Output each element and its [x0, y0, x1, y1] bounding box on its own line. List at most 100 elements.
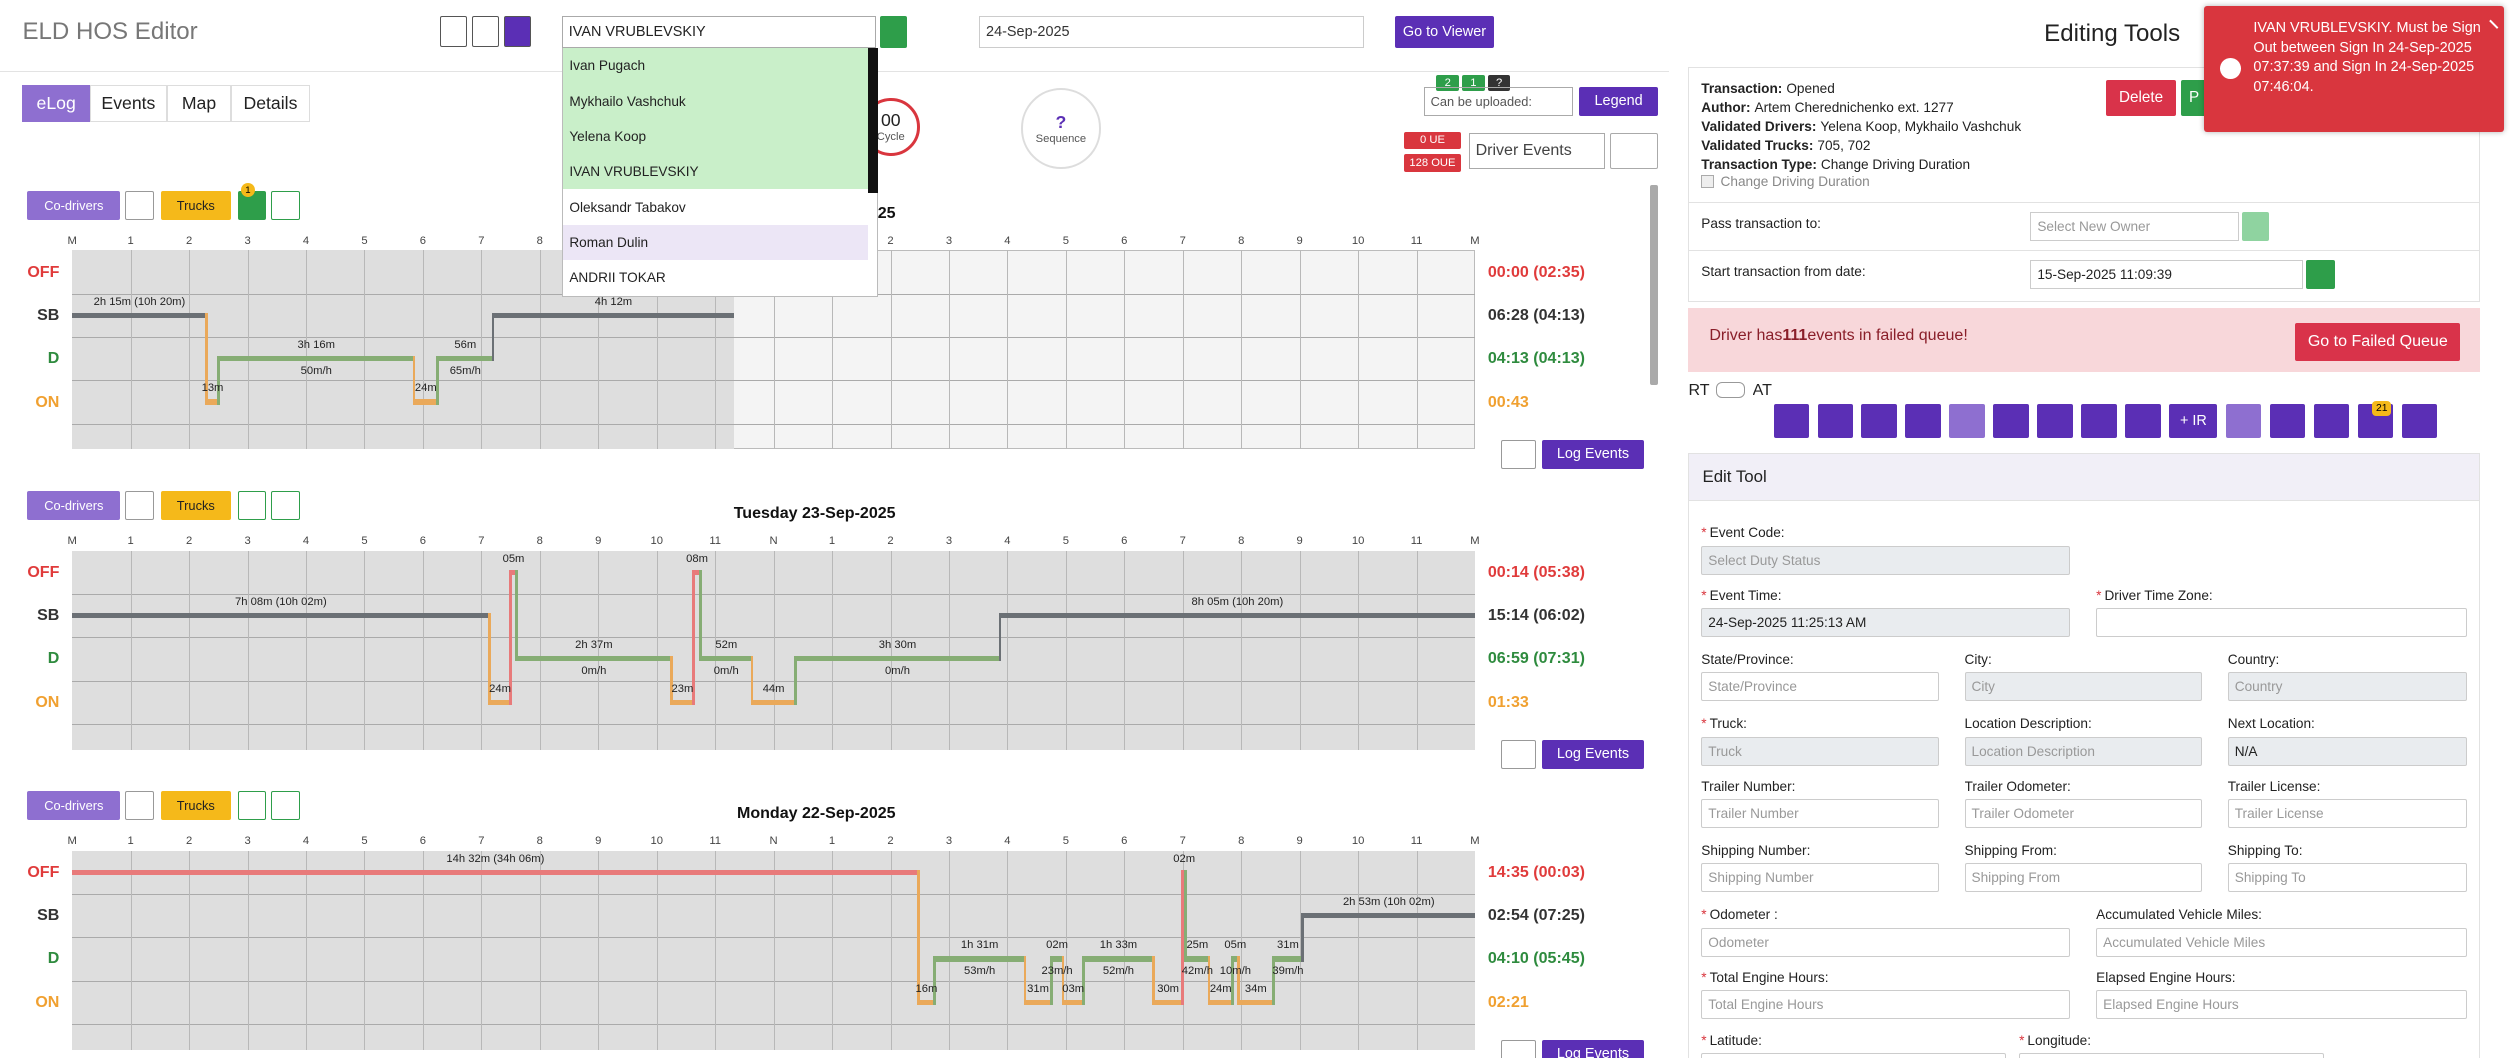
- tool-button[interactable]: [2314, 404, 2350, 439]
- truck-icon-button[interactable]: [125, 491, 155, 520]
- field-input[interactable]: [2096, 608, 2467, 638]
- field-input[interactable]: Trailer Number: [1701, 799, 1939, 829]
- pass-select[interactable]: Select New Owner: [2030, 211, 2239, 241]
- unit-icon-button[interactable]: [237, 791, 267, 821]
- alert-text: events in failed queue!: [1807, 325, 1968, 344]
- upload-select[interactable]: Can be uploaded:: [1423, 86, 1573, 116]
- grid-hour-line: [481, 550, 483, 750]
- field-input[interactable]: Total Engine Hours: [1701, 990, 2071, 1020]
- start-input[interactable]: 15-Sep-2025 11:09:39: [2030, 260, 2304, 289]
- grid-row-line: [72, 893, 1475, 895]
- log-events-button[interactable]: Log Events: [1542, 739, 1644, 769]
- refresh-button[interactable]: [271, 791, 301, 821]
- field-input[interactable]: Accumulated Vehicle Miles: [2096, 927, 2467, 957]
- field-input[interactable]: City: [1964, 672, 2203, 702]
- transaction-value: Change Driving Duration: [1820, 156, 1971, 172]
- driver-option[interactable]: IVAN VRUBLEVSKIY: [563, 154, 869, 190]
- trucks-button[interactable]: Trucks: [160, 190, 232, 220]
- field-input[interactable]: Shipping To: [2227, 863, 2467, 893]
- go-to-viewer-button[interactable]: Go to Viewer: [1394, 16, 1495, 49]
- trucks-button[interactable]: Trucks: [160, 491, 232, 520]
- field-input[interactable]: Country: [2227, 672, 2467, 702]
- field-input[interactable]: Trailer Odometer: [1964, 799, 2203, 829]
- tool-button[interactable]: + IR: [2169, 404, 2218, 439]
- field-input[interactable]: State/Province: [1701, 672, 1939, 702]
- header-icon-button[interactable]: [471, 16, 500, 47]
- truck-icon-button[interactable]: [125, 791, 155, 821]
- comment-button[interactable]: [1500, 739, 1536, 769]
- tab[interactable]: eLog: [22, 85, 90, 122]
- comment-button[interactable]: [1500, 1040, 1536, 1058]
- header-icon-button[interactable]: [439, 16, 468, 47]
- settings-button[interactable]: [1609, 133, 1658, 169]
- co-drivers-button[interactable]: Co-drivers: [27, 190, 121, 220]
- delete-button[interactable]: Delete: [2105, 80, 2177, 116]
- tool-button[interactable]: [2226, 404, 2262, 439]
- pass-label: Pass transaction to:: [1701, 215, 1821, 231]
- tab[interactable]: Events: [89, 85, 167, 122]
- duty-segment: [1051, 956, 1063, 962]
- refresh-button[interactable]: [271, 491, 301, 520]
- field-input[interactable]: Location Description: [1964, 736, 2203, 766]
- driver-option[interactable]: Ivan Pugach: [563, 48, 869, 84]
- tool-button[interactable]: [1949, 404, 1985, 439]
- field-input[interactable]: Odometer: [1701, 927, 2071, 957]
- tool-button[interactable]: [2081, 404, 2117, 439]
- unit-badge: 1: [240, 182, 256, 198]
- toggle-switch[interactable]: [1715, 381, 1745, 399]
- log-events-button[interactable]: Log Events: [1542, 1040, 1644, 1058]
- driver-events-select[interactable]: Driver Events: [1468, 133, 1605, 169]
- tool-button[interactable]: [2037, 404, 2073, 439]
- tool-button[interactable]: [2125, 404, 2161, 439]
- driver-option[interactable]: Mykhailo Vashchuk: [563, 83, 869, 119]
- field-input[interactable]: [2019, 1052, 2325, 1058]
- duty-row-label: OFF: [27, 262, 60, 281]
- field-input[interactable]: [1701, 1052, 2007, 1058]
- primary-button[interactable]: P: [2181, 80, 2207, 116]
- driver-option[interactable]: ANDRII TOKAR: [563, 260, 869, 296]
- field-input[interactable]: Shipping From: [1964, 863, 2203, 893]
- co-drivers-button[interactable]: Co-drivers: [27, 491, 121, 520]
- driver-select-button[interactable]: [879, 16, 907, 49]
- driver-option[interactable]: Yelena Koop: [563, 118, 869, 155]
- header-icon-button[interactable]: [503, 16, 532, 47]
- pass-confirm[interactable]: [2242, 211, 2270, 241]
- tab[interactable]: Details: [231, 85, 310, 122]
- unit-icon-button[interactable]: [237, 190, 267, 220]
- comment-button[interactable]: [1500, 439, 1536, 469]
- field-label-text: Location Description:: [1964, 716, 2092, 732]
- hour-label: 1: [127, 835, 134, 847]
- hour-label: 5: [1062, 835, 1069, 847]
- tool-button[interactable]: [1773, 404, 1809, 439]
- field-input[interactable]: Select Duty Status: [1701, 545, 2071, 575]
- segment-connector: [750, 656, 754, 705]
- tool-button[interactable]: [1817, 404, 1853, 439]
- tool-button[interactable]: [1905, 404, 1941, 439]
- failed-queue-button[interactable]: Go to Failed Queue: [2295, 322, 2461, 362]
- trucks-button[interactable]: Trucks: [160, 791, 232, 821]
- tool-button[interactable]: [1993, 404, 2029, 439]
- field-input[interactable]: 24-Sep-2025 11:25:13 AM: [1701, 608, 2071, 638]
- tool-button[interactable]: [2270, 404, 2306, 439]
- hour-label: 9: [1296, 534, 1303, 547]
- field-input[interactable]: Truck: [1701, 736, 1939, 766]
- field-input[interactable]: Elapsed Engine Hours: [2096, 990, 2467, 1020]
- field-input[interactable]: Trailer License: [2227, 799, 2467, 829]
- co-drivers-button[interactable]: Co-drivers: [27, 791, 121, 821]
- hour-label: 6: [419, 835, 427, 847]
- legend-button[interactable]: Legend: [1579, 86, 1658, 116]
- tool-button[interactable]: [2402, 404, 2438, 439]
- tool-button[interactable]: [1861, 404, 1897, 439]
- unit-icon-button[interactable]: [237, 491, 267, 520]
- truck-icon-button[interactable]: [125, 190, 155, 220]
- tab[interactable]: Map: [166, 85, 232, 122]
- log-events-button[interactable]: Log Events: [1542, 439, 1644, 469]
- date-input[interactable]: 24-Sep-2025: [979, 16, 1365, 49]
- driver-option[interactable]: Roman Dulin: [563, 224, 869, 260]
- driver-select[interactable]: IVAN VRUBLEVSKIY: [561, 16, 877, 49]
- refresh-button[interactable]: [271, 190, 301, 220]
- field-input[interactable]: N/A: [2227, 736, 2467, 766]
- driver-option[interactable]: Oleksandr Tabakov: [563, 189, 869, 225]
- field-input[interactable]: Shipping Number: [1701, 863, 1939, 893]
- start-confirm[interactable]: [2306, 260, 2336, 289]
